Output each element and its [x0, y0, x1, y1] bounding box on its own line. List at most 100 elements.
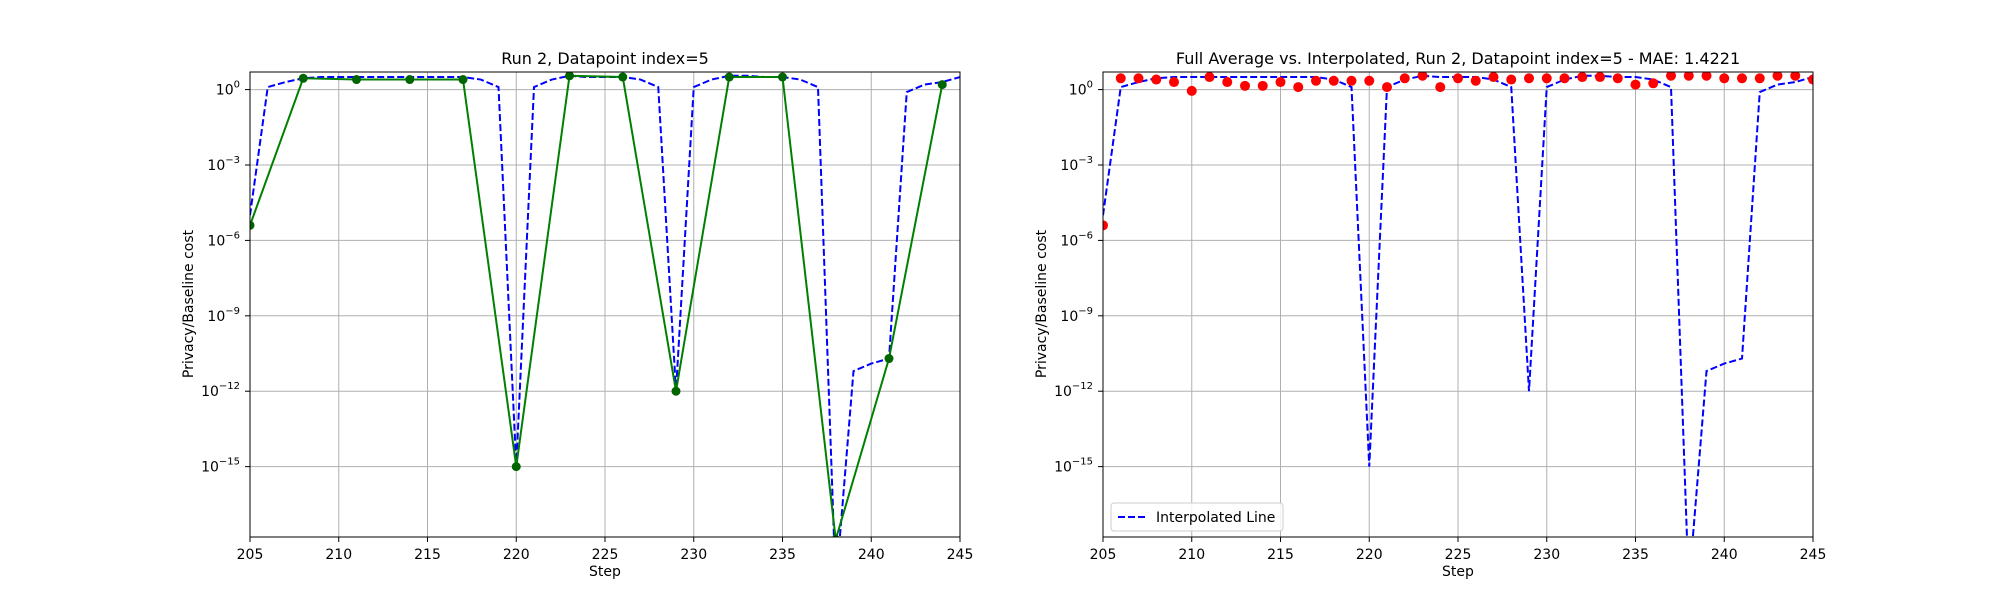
y-tick-exponent: −6 [1078, 230, 1093, 241]
axes-frame [249, 71, 961, 538]
x-tick-label: 235 [1622, 547, 1649, 563]
y-tick-label: 10−15 [201, 457, 240, 476]
chart-panel-left: Run 2, Datapoint index=5 Step Privacy/Ba… [181, 49, 974, 580]
x-tick-label: 225 [592, 547, 619, 563]
data-point-average [1257, 80, 1268, 91]
data-point-average [1186, 85, 1197, 96]
y-tick-exponent: 0 [234, 80, 240, 91]
y-tick-exponent: 0 [1087, 80, 1093, 91]
data-point-average [1133, 73, 1144, 84]
data-point-average [1488, 72, 1499, 83]
y-tick-mantissa: 10 [216, 83, 234, 99]
x-tick-label: 205 [1090, 547, 1117, 563]
data-point-average [1115, 73, 1126, 84]
data-point-average [1754, 73, 1765, 84]
data-point-average [1399, 73, 1410, 84]
y-tick-exponent: −15 [219, 457, 240, 468]
y-tick-mantissa: 10 [207, 158, 225, 174]
y-tick-label: 10−3 [1060, 155, 1093, 174]
data-point-average [1151, 74, 1162, 85]
y-tick-exponent: −12 [219, 381, 240, 392]
y-axis-label: Privacy/Baseline cost [1034, 229, 1050, 378]
x-tick-label: 215 [1267, 547, 1294, 563]
x-tick-label: 235 [769, 547, 796, 563]
chart-title: Full Average vs. Interpolated, Run 2, Da… [1176, 49, 1740, 68]
data-point-average [1382, 82, 1392, 93]
x-tick-label: 230 [1533, 547, 1560, 563]
series-line-sampled [250, 74, 944, 537]
y-tick-label: 10−6 [207, 230, 240, 249]
y-tick-exponent: −9 [1078, 306, 1093, 317]
chart-panel-right: Full Average vs. Interpolated, Run 2, Da… [1034, 49, 1826, 580]
data-point-sampled [511, 462, 521, 472]
data-point-average [1435, 82, 1446, 93]
data-point-average [1346, 75, 1357, 86]
y-tick-label: 10−12 [1054, 381, 1093, 400]
data-point-sampled [671, 386, 681, 396]
data-point-average [1595, 72, 1605, 83]
y-tick-label: 10−15 [1054, 457, 1093, 476]
x-axis-ticks: 205 210 215 220 225 230 235 240 245 [237, 537, 974, 563]
data-point-average [1169, 77, 1179, 88]
data-point-sampled [937, 80, 947, 90]
axes-frame [1102, 71, 1814, 538]
data-point-average [1293, 82, 1304, 93]
data-point-average [1524, 73, 1534, 84]
x-axis-label: Step [589, 564, 621, 580]
x-tick-label: 215 [414, 547, 441, 563]
data-point-average [1559, 73, 1570, 84]
x-axis-ticks: 205 210 215 220 225 230 235 240 245 [1090, 537, 1826, 563]
x-axis-label: Step [1442, 564, 1474, 580]
data-point-average [1737, 73, 1747, 84]
y-tick-exponent: −6 [225, 230, 240, 241]
data-point-average [1328, 75, 1339, 86]
data-point-sampled [724, 72, 734, 82]
data-point-average [1103, 220, 1108, 231]
chart-title: Run 2, Datapoint index=5 [501, 49, 709, 68]
y-tick-mantissa: 10 [1054, 460, 1072, 476]
y-tick-label: 10−3 [207, 155, 240, 174]
y-tick-label: 10−9 [207, 306, 240, 325]
data-point-sampled [884, 354, 894, 364]
x-tick-label: 205 [237, 547, 264, 563]
data-point-average [1701, 72, 1712, 81]
data-point-average [1772, 72, 1783, 81]
data-point-average [1311, 75, 1321, 86]
x-tick-label: 245 [947, 547, 974, 563]
y-tick-exponent: −12 [1072, 381, 1093, 392]
data-point-average [1541, 73, 1552, 84]
data-point-sampled [778, 72, 787, 82]
data-point-average [1808, 74, 1813, 85]
data-point-average [1648, 78, 1659, 89]
y-tick-exponent: −3 [225, 155, 240, 166]
y-tick-mantissa: 10 [201, 460, 219, 476]
y-tick-label: 100 [216, 80, 240, 99]
x-tick-label: 220 [1356, 547, 1383, 563]
data-point-average [1204, 72, 1215, 83]
plot-area [1103, 72, 1813, 537]
x-tick-label: 210 [1178, 547, 1205, 563]
x-tick-label: 240 [1711, 547, 1738, 563]
x-tick-label: 225 [1445, 547, 1472, 563]
data-point-average [1666, 72, 1676, 81]
y-axis-label: Privacy/Baseline cost [181, 229, 197, 378]
x-tick-label: 220 [503, 547, 530, 563]
y-tick-exponent: −15 [1072, 457, 1093, 468]
grid-lines [249, 72, 961, 537]
y-tick-exponent: −3 [1078, 155, 1093, 166]
data-point-average [1222, 77, 1233, 88]
data-point-average [1790, 72, 1801, 81]
y-tick-label: 10−12 [201, 381, 240, 400]
data-point-sampled [405, 75, 415, 85]
y-tick-mantissa: 10 [1060, 233, 1078, 249]
data-point-average [1453, 73, 1463, 84]
y-tick-label: 100 [1069, 80, 1093, 99]
data-point-average [1612, 73, 1623, 84]
plot-area [250, 72, 960, 537]
data-point-sampled [565, 72, 574, 81]
data-point-average [1719, 73, 1730, 84]
y-tick-label: 10−6 [1060, 230, 1093, 249]
data-point-average [1683, 72, 1694, 81]
